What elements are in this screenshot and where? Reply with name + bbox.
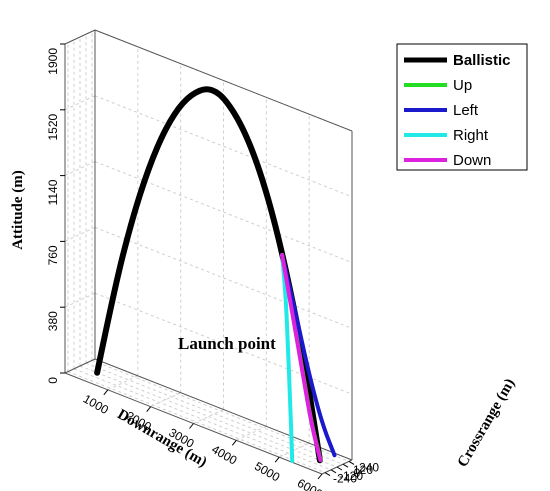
gridline-x <box>236 425 267 441</box>
gridline-y <box>67 371 326 474</box>
y-tick <box>342 463 349 468</box>
axis-edge <box>64 358 96 374</box>
y-tick <box>330 469 337 474</box>
legend-label-ballistic: Ballistic <box>453 52 511 69</box>
series-left-line <box>280 252 337 458</box>
y-tick <box>336 466 343 471</box>
gridline-z <box>94 226 353 329</box>
y-tick-label: 120 <box>353 463 373 477</box>
series-layer <box>94 86 337 464</box>
series-down-line <box>280 252 323 463</box>
launch-point-annotation: Launch point <box>178 334 276 353</box>
y-axis-title: Crossrange (m) <box>455 376 519 470</box>
z-tick-label: 1520 <box>46 113 60 140</box>
y-tick-label: 240 <box>359 460 379 474</box>
z-tick-label: 0 <box>46 377 60 384</box>
x-tick-label: 6000 <box>295 476 325 491</box>
legend-label-up: Up <box>453 77 472 94</box>
x-tick <box>274 456 280 463</box>
legend-box <box>396 43 528 171</box>
z-tick-label: 380 <box>46 311 60 331</box>
gridline-z <box>94 161 353 264</box>
z-tick-label: 1900 <box>46 48 60 75</box>
gridline-y <box>91 359 350 462</box>
legend: Ballistic Up Left Right Down <box>396 43 528 171</box>
axis-edge <box>94 358 353 461</box>
x-tick <box>231 440 237 446</box>
gridline-y <box>79 365 338 468</box>
x-tick <box>317 473 323 480</box>
legend-label-left: Left <box>453 102 479 119</box>
y-tick-label: 0 <box>354 466 361 480</box>
gridline-x <box>107 375 139 391</box>
legend-label-right: Right <box>453 127 489 144</box>
x-tick-label: 5000 <box>252 459 282 485</box>
legend-label-down: Down <box>453 152 491 169</box>
x-tick <box>189 423 194 429</box>
axis-edge <box>64 29 96 45</box>
x-tick <box>146 406 152 412</box>
gridline-y <box>73 368 332 471</box>
x-tick-label: 4000 <box>209 442 239 468</box>
y-tick-label: -120 <box>339 469 363 483</box>
z-axis-title: Attitude (m) <box>10 170 26 250</box>
axis-edge <box>94 29 353 132</box>
gridline-y <box>85 362 344 465</box>
x-tick-label: 1000 <box>81 392 111 418</box>
y-tick-label: -240 <box>333 472 357 486</box>
tick-layer: 0380760114015201900100020003000400050006… <box>46 43 379 491</box>
y-tick <box>348 460 355 465</box>
z-tick-label: 1140 <box>46 179 60 205</box>
z-tick-label: 760 <box>46 245 60 265</box>
x-tick <box>103 389 109 396</box>
legend-items: Ballistic Up Left Right Down <box>404 52 511 169</box>
series-right-line <box>280 252 295 464</box>
gridline-z <box>94 95 353 198</box>
y-tick <box>324 472 331 477</box>
